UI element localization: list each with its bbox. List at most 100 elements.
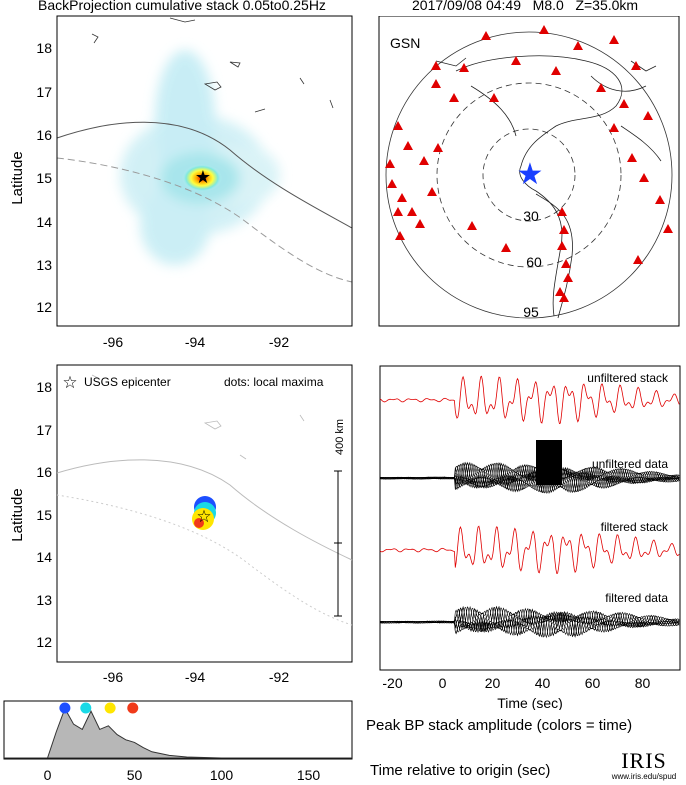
- caption-peak: Peak BP stack amplitude (colors = time): [366, 717, 633, 734]
- station-marker: [663, 224, 673, 233]
- station-marker: [449, 93, 459, 102]
- station-marker: [609, 35, 619, 44]
- maxima-dot-red: [194, 518, 204, 528]
- amplitude-xtick-label: 50: [127, 767, 143, 783]
- scale-bar: [334, 470, 342, 617]
- station-marker: [415, 219, 425, 228]
- ring-label-60: 60: [526, 254, 542, 270]
- amplitude-figure: 0 50 100 150: [3, 700, 353, 783]
- amplitude-time-dot: [104, 702, 116, 714]
- bottom-map-figure: Latitude 18 17 16 15 14 13 12 -96 -94 -9…: [9, 364, 353, 685]
- ytick-16: 16: [36, 127, 52, 143]
- station-marker: [489, 93, 499, 102]
- data-saturation-block: [536, 440, 562, 485]
- waveform-traces: [379, 375, 680, 639]
- station-marker: [403, 141, 413, 150]
- xtick-92: -92: [269, 334, 289, 350]
- station-marker: [631, 61, 641, 70]
- station-marker: [639, 173, 649, 182]
- xtick-94: -94: [185, 669, 205, 685]
- xtick-96: -96: [103, 334, 123, 350]
- caption-time: Time relative to origin (sec): [370, 762, 551, 779]
- station-marker: [467, 221, 477, 230]
- waveform-trace: [379, 605, 680, 638]
- source-star: ★: [517, 158, 544, 191]
- waveform-xtick-label: 60: [585, 675, 601, 691]
- ytick-13: 13: [36, 257, 52, 273]
- waveform-trace: [380, 461, 680, 494]
- station-marker: [385, 159, 395, 168]
- station-marker: [393, 207, 403, 216]
- waveform-trace: [379, 607, 680, 638]
- station-marker: [431, 61, 441, 70]
- gsn-stations: [385, 25, 673, 302]
- station-marker: [539, 25, 549, 34]
- station-marker: [407, 207, 417, 216]
- epicenter-star: ☆: [196, 507, 211, 526]
- station-marker: [563, 273, 573, 282]
- ring-60: [436, 82, 622, 268]
- bottom-map-xticks: -96 -94 -92: [103, 669, 289, 685]
- coastline-fragments: [91, 17, 334, 113]
- hotspot: [182, 164, 222, 192]
- waveform-figure: unfiltered stack unfiltered data filtere…: [379, 365, 681, 710]
- station-marker: [397, 193, 407, 202]
- trench-line: [56, 121, 353, 229]
- amplitude-xtick-label: 150: [297, 767, 321, 783]
- station-marker: [643, 111, 653, 120]
- globe-figure: GSN 30 60 95 ★: [378, 16, 680, 327]
- top-map-yticks: 18 17 16 15 14 13 12: [36, 40, 52, 315]
- amplitude-time-dots: [59, 702, 139, 714]
- dashed-line: [56, 157, 353, 283]
- waveform-labels: unfiltered stack unfiltered data filtere…: [587, 371, 669, 605]
- backprojection-heatmap: [120, 50, 280, 265]
- station-marker: [433, 143, 443, 152]
- ytick-15: 15: [36, 170, 52, 186]
- amplitude-time-dot: [127, 702, 139, 714]
- station-marker: [596, 83, 606, 92]
- station-marker: [419, 156, 429, 165]
- top-map-xticks: -96 -94 -92: [103, 334, 289, 350]
- globe-label: GSN: [390, 35, 420, 51]
- station-marker: [559, 293, 569, 302]
- amplitude-time-dot: [80, 702, 92, 714]
- ring-label-30: 30: [523, 208, 539, 224]
- top-map-ylabel: Latitude: [9, 151, 26, 204]
- amplitude-time-dot: [59, 702, 71, 714]
- station-marker: [387, 179, 397, 188]
- station-marker: [555, 287, 565, 296]
- legend-star-icon: ☆: [62, 373, 77, 392]
- waveform-xtick-label: 0: [439, 675, 447, 691]
- title-left: BackProjection cumulative stack 0.05to0.…: [38, 0, 326, 13]
- ring-label-95: 95: [523, 304, 539, 320]
- ytick-13: 13: [36, 592, 52, 608]
- title-right: 2017/09/08 04:49 M8.0 Z=35.0km: [412, 0, 639, 13]
- station-marker: [427, 187, 437, 196]
- ring-labels: 30 60 95: [523, 208, 542, 320]
- station-marker: [559, 225, 569, 234]
- ytick-14: 14: [36, 214, 52, 230]
- top-map-plot: ★: [56, 15, 353, 327]
- station-marker: [619, 99, 629, 108]
- ytick-17: 17: [36, 84, 52, 100]
- epicenter-star: ★: [195, 167, 211, 187]
- station-marker: [395, 231, 405, 240]
- ytick-18: 18: [36, 40, 52, 56]
- ytick-17: 17: [36, 422, 52, 438]
- label-filtered-data: filtered data: [605, 591, 668, 605]
- top-map-figure: Latitude 18 17 16 15 14 13 12 -96 -94 -9…: [9, 15, 353, 350]
- waveform-trace: [379, 525, 680, 575]
- ytick-18: 18: [36, 379, 52, 395]
- station-marker: [501, 243, 511, 252]
- xtick-92: -92: [269, 669, 289, 685]
- station-marker: [459, 63, 469, 72]
- station-marker: [633, 255, 643, 264]
- trench-line: [56, 459, 353, 561]
- label-filtered-stack: filtered stack: [601, 520, 669, 534]
- waveform-xtick-label: 20: [485, 675, 501, 691]
- station-marker: [655, 195, 665, 204]
- label-unfiltered-stack: unfiltered stack: [587, 371, 669, 385]
- iris-logo[interactable]: IRIS www.iris.edu/spud: [606, 750, 682, 782]
- legend-epicenter: USGS epicenter: [84, 375, 171, 389]
- amplitude-xtick-label: 100: [210, 767, 234, 783]
